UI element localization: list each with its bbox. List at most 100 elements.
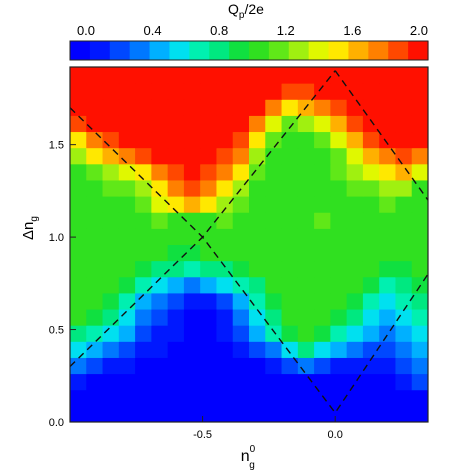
heatmap-cell — [151, 196, 169, 213]
heatmap-cell — [118, 115, 136, 133]
heatmap-cell — [379, 260, 396, 278]
heatmap-cell — [265, 341, 283, 358]
heatmap-cell — [330, 357, 348, 375]
heatmap-cell — [395, 163, 413, 181]
heatmap-cell — [86, 260, 104, 278]
heatmap-cell — [379, 67, 396, 84]
heatmap-cell — [200, 373, 217, 391]
heatmap-cell — [411, 147, 429, 165]
x-axis-title-sub: g — [249, 460, 255, 471]
heatmap-cell — [216, 228, 234, 245]
heatmap-cell — [249, 341, 266, 358]
heatmap-cell — [314, 147, 331, 165]
heatmap-cell — [314, 83, 331, 100]
heatmap-cell — [216, 373, 234, 391]
heatmap-cell — [281, 179, 299, 197]
heatmap-cell — [70, 99, 87, 116]
heatmap-cell — [265, 83, 283, 100]
heatmap-cell — [362, 147, 380, 165]
heatmap-cell — [314, 163, 331, 181]
heatmap-cell — [346, 212, 364, 229]
heatmap-cell — [362, 357, 380, 375]
heatmap-cell — [151, 244, 169, 262]
heatmap-cell — [216, 131, 234, 149]
heatmap-cell — [297, 196, 315, 213]
heatmap-cell — [314, 389, 331, 407]
heatmap-cell — [346, 83, 364, 100]
heatmap-cell — [281, 389, 299, 407]
heatmap-cell — [411, 67, 429, 84]
heatmap-cell — [379, 373, 396, 391]
colorbar-segment — [328, 41, 350, 60]
heatmap-cell — [86, 389, 104, 407]
y-axis-title-base: Δn — [20, 222, 37, 240]
heatmap-cell — [86, 163, 104, 181]
colorbar-tick-label: 0.8 — [210, 23, 228, 38]
heatmap-cell — [167, 212, 185, 229]
heatmap-cell — [183, 244, 201, 262]
colorbar-segment — [189, 41, 210, 60]
heatmap-cell — [232, 276, 250, 294]
heatmap-cell — [232, 405, 250, 423]
heatmap-cell — [167, 179, 185, 197]
heatmap-cell — [151, 83, 169, 100]
colorbar-segment — [308, 41, 330, 60]
heatmap-cell — [265, 228, 283, 245]
colorbar-segment — [149, 41, 171, 60]
heatmap-cell — [362, 99, 380, 116]
heatmap-cell — [200, 325, 217, 342]
heatmap-cell — [183, 163, 201, 181]
heatmap-cell — [314, 341, 331, 358]
heatmap-cell — [249, 147, 266, 165]
heatmap-cell — [118, 276, 136, 294]
heatmap-cell — [297, 115, 315, 133]
heatmap-cell — [167, 163, 185, 181]
heatmap-cell — [135, 244, 152, 262]
y-tick-label: 0.0 — [49, 417, 64, 429]
heatmap-cell — [346, 163, 364, 181]
heatmap-cell — [281, 357, 299, 375]
heatmap-cell — [330, 99, 348, 116]
heatmap-cell — [135, 357, 152, 375]
heatmap-cell — [151, 147, 169, 165]
heatmap-cell — [346, 228, 364, 245]
heatmap-cell — [102, 341, 120, 358]
heatmap-cell — [395, 147, 413, 165]
heatmap-cell — [183, 325, 201, 342]
heatmap-cell — [314, 99, 331, 116]
heatmap-cell — [102, 83, 120, 100]
y-axis-title-sub: g — [29, 216, 40, 222]
heatmap-cell — [216, 212, 234, 229]
heatmap-cell — [200, 67, 217, 84]
heatmap-cell — [118, 325, 136, 342]
heatmap-cell — [249, 196, 266, 213]
heatmap-cell — [183, 115, 201, 133]
heatmap-cell — [411, 357, 429, 375]
heatmap-cell — [249, 228, 266, 245]
heatmap-cell — [70, 260, 87, 278]
heatmap-cell — [200, 389, 217, 407]
x-tick-label: -0.5 — [193, 429, 212, 441]
heatmap-cell — [200, 292, 217, 310]
heatmap-cell — [411, 292, 429, 310]
heatmap-cell — [167, 83, 185, 100]
heatmap-cell — [411, 260, 429, 278]
heatmap-cell — [411, 131, 429, 149]
heatmap-cell — [395, 196, 413, 213]
heatmap-cell — [281, 292, 299, 310]
heatmap-cell — [118, 405, 136, 423]
heatmap-cell — [346, 99, 364, 116]
heatmap-cell — [232, 373, 250, 391]
heatmap-cell — [379, 325, 396, 342]
heatmap-cell — [216, 341, 234, 358]
heatmap-cell — [249, 67, 266, 84]
heatmap-cell — [379, 292, 396, 310]
heatmap-cell — [281, 309, 299, 326]
heatmap-cell — [86, 325, 104, 342]
heatmap-cell — [395, 292, 413, 310]
heatmap-cell — [346, 260, 364, 278]
colorbar-segment — [89, 41, 111, 60]
heatmap-cell — [86, 67, 104, 84]
heatmap-cell — [216, 244, 234, 262]
